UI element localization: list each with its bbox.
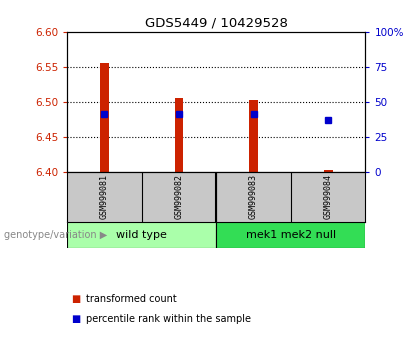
Text: ■: ■ <box>71 314 81 324</box>
Bar <box>67 222 216 248</box>
Bar <box>100 63 109 172</box>
Text: genotype/variation ▶: genotype/variation ▶ <box>4 230 108 240</box>
Text: percentile rank within the sample: percentile rank within the sample <box>86 314 251 324</box>
Text: GSM999084: GSM999084 <box>324 175 333 219</box>
Text: mek1 mek2 null: mek1 mek2 null <box>246 230 336 240</box>
Bar <box>249 99 258 172</box>
Text: GSM999081: GSM999081 <box>100 175 109 219</box>
Text: GSM999082: GSM999082 <box>175 175 184 219</box>
Text: transformed count: transformed count <box>86 294 177 304</box>
Bar <box>175 98 184 172</box>
Text: ■: ■ <box>71 294 81 304</box>
Bar <box>216 222 365 248</box>
Bar <box>324 170 333 172</box>
Text: GSM999083: GSM999083 <box>249 175 258 219</box>
Title: GDS5449 / 10429528: GDS5449 / 10429528 <box>145 16 288 29</box>
Text: wild type: wild type <box>116 230 167 240</box>
